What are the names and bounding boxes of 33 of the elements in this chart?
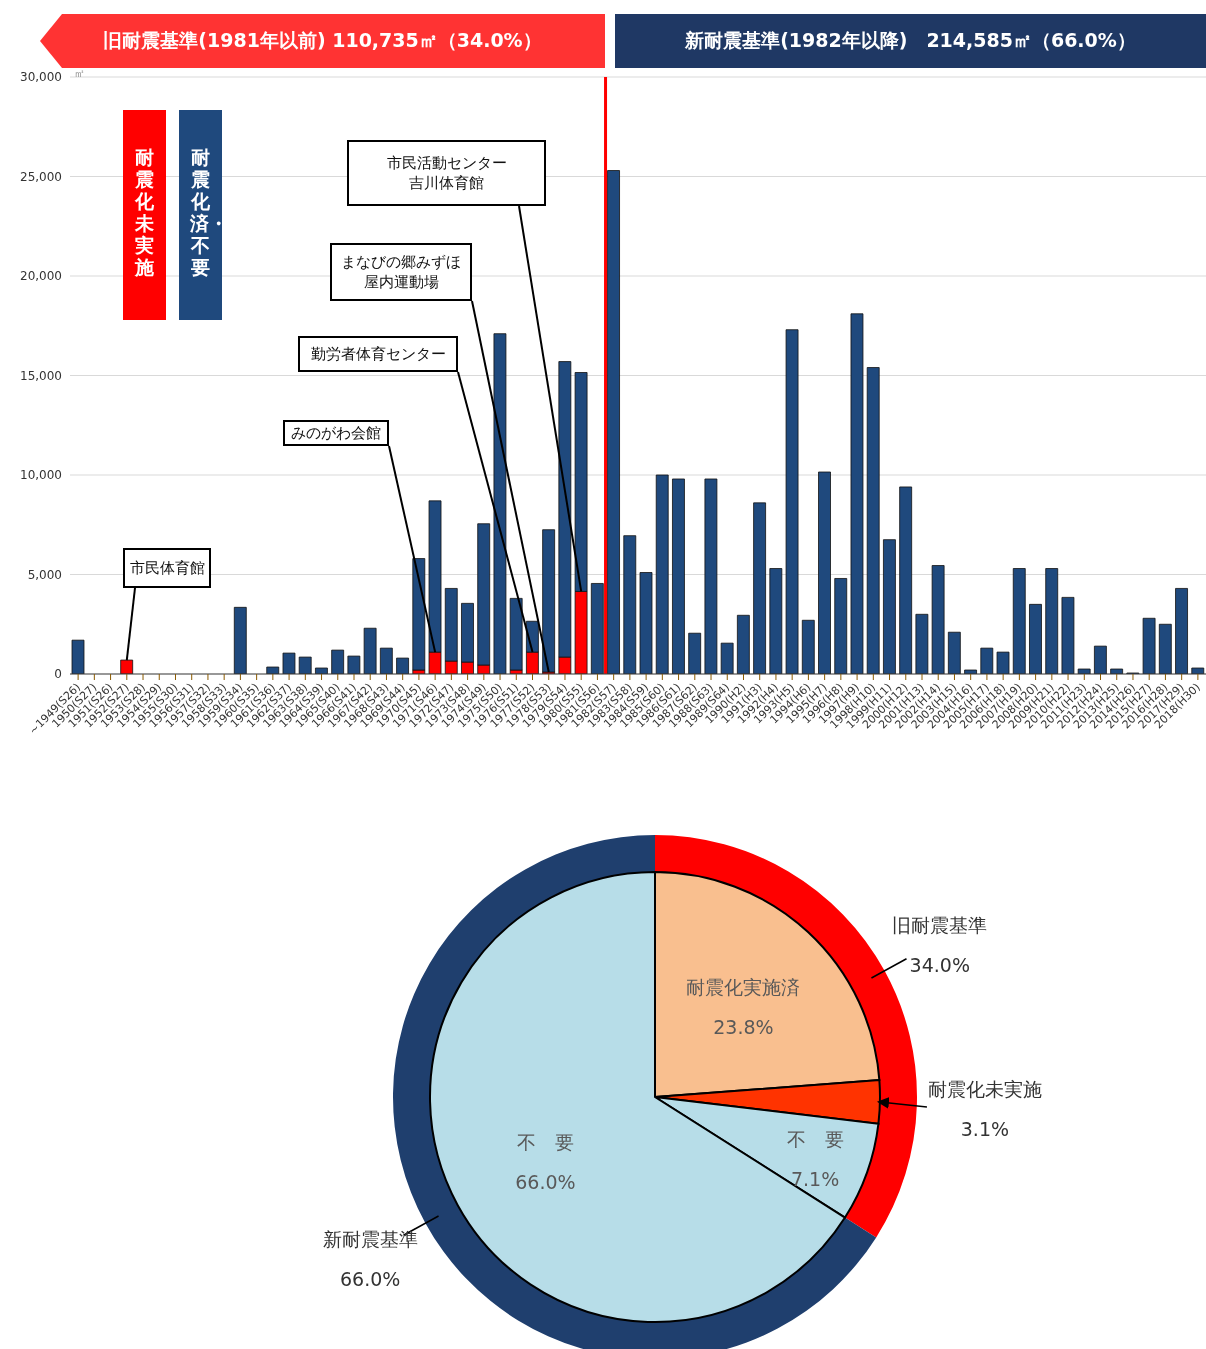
- y-tick-label: 5,000: [27, 567, 62, 582]
- slice-label: 耐震化未実施: [927, 1078, 1042, 1101]
- y-tick-label: 10,000: [20, 468, 62, 483]
- slice-label: 新耐震基準: [322, 1227, 418, 1250]
- callout-box: 市民体育館: [123, 548, 211, 588]
- annotation: 市民活動センター吉川体育館: [385, 153, 508, 193]
- data-label: 34.0%: [909, 954, 970, 977]
- slice-label: 旧耐震基準: [892, 914, 988, 937]
- y-tick-label: 20,000: [20, 269, 62, 284]
- y-tick-label: 25,000: [20, 169, 62, 184]
- y-tick-label: 0: [54, 667, 62, 682]
- data-label: 66.0%: [340, 1267, 401, 1290]
- legend-label: 耐震化未実施: [134, 146, 155, 278]
- data-label: 66.0%: [515, 1171, 576, 1194]
- callout-box: 市民活動センター吉川体育館: [347, 140, 546, 206]
- y-tick-label: 15,000: [20, 368, 62, 383]
- slice-label: 耐震化実施済: [686, 975, 801, 998]
- slice-label: 不 要: [516, 1131, 574, 1154]
- data-label: 7.1%: [790, 1168, 840, 1191]
- legend-label: 耐震化済・不要: [190, 146, 228, 278]
- y-tick-label: 30,000: [20, 70, 62, 85]
- data-label: 23.8%: [713, 1015, 774, 1038]
- callout-box: 勤労者体育センター: [298, 336, 458, 372]
- text: 旧耐震基準(1981年以前) 110,735㎡（34.0%）: [40, 14, 605, 68]
- data-label: 3.1%: [960, 1118, 1010, 1141]
- text: 新耐震基準(1982年以降) 214,585㎡（66.0%）: [615, 14, 1206, 68]
- annotation: まなびの郷みずほ屋内運動場: [340, 252, 462, 292]
- callout-box: みのがわ会館: [283, 420, 389, 446]
- annotation: 市民体育館: [128, 558, 206, 578]
- callout-box: まなびの郷みずほ屋内運動場: [330, 243, 472, 301]
- annotation: 勤労者体育センター: [309, 344, 447, 364]
- y-axis-title: ㎡: [74, 66, 85, 81]
- slice-label: 不 要: [786, 1128, 844, 1151]
